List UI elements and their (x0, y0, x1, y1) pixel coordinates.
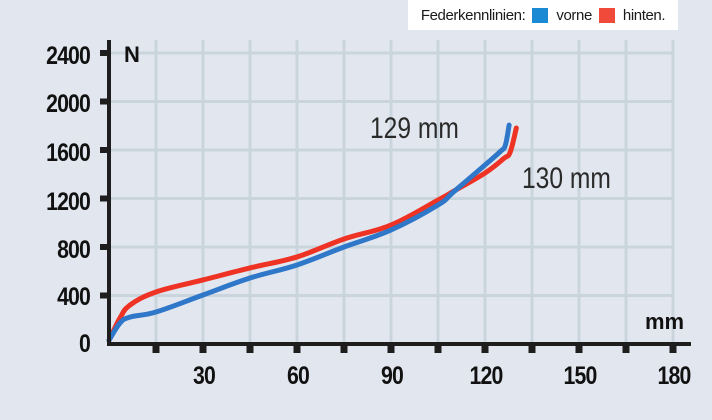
x-tick-label: 60 (287, 362, 310, 390)
x-tick-label: 120 (469, 362, 504, 390)
legend-label-hinten: hinten. (622, 6, 666, 24)
x-axis-unit: mm (645, 309, 685, 334)
y-axis-unit: N (124, 42, 140, 67)
y-tick-label: 1200 (46, 188, 91, 216)
legend-title: Federkennlinien: (420, 6, 526, 24)
grid-lines (109, 40, 675, 344)
data-series (106, 122, 519, 343)
y-tick-label: 1600 (46, 139, 91, 167)
annotation-hinten-travel: 130 mm (522, 162, 611, 195)
series-line-hinten (106, 125, 519, 343)
series-line-vorne (106, 122, 512, 343)
legend-swatch-hinten (598, 7, 615, 23)
y-tick-label: 400 (57, 283, 91, 311)
y-tick-label: 2400 (46, 42, 91, 70)
x-tick-label: 90 (381, 362, 404, 390)
x-tick-label: 150 (563, 362, 598, 390)
x-tick-label: 180 (657, 362, 692, 390)
legend: Federkennlinien: vorne hinten. (408, 0, 678, 30)
legend-swatch-vorne (532, 7, 549, 23)
y-tick-label: 2000 (46, 90, 91, 118)
legend-label-vorne: vorne (556, 6, 592, 24)
y-tick-label: 800 (57, 236, 91, 264)
y-tick-label: 0 (79, 330, 91, 358)
annotation-vorne-travel: 129 mm (370, 112, 459, 145)
x-tick-label: 30 (193, 362, 216, 390)
axes (100, 40, 691, 353)
